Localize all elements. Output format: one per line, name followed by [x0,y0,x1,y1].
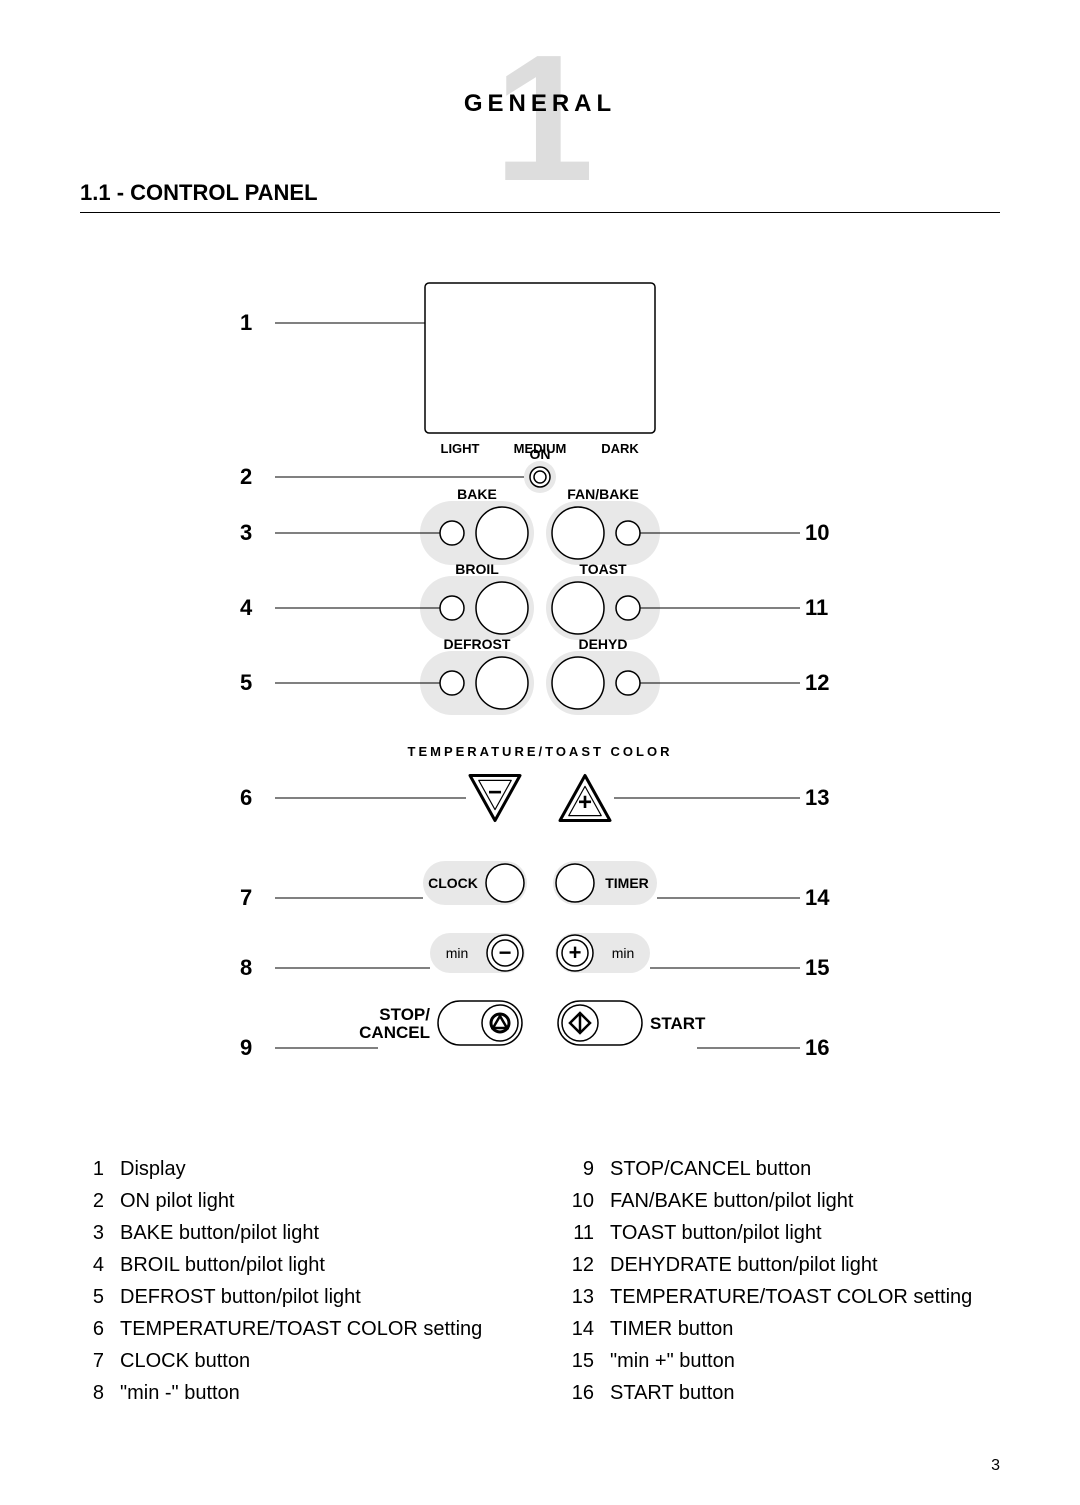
svg-text:+: + [578,789,592,816]
svg-text:3: 3 [240,520,252,545]
legend-number: 8 [80,1377,104,1409]
svg-text:STOP/: STOP/ [379,1005,430,1024]
svg-text:2: 2 [240,464,252,489]
svg-text:+: + [569,940,582,965]
legend-text: TEMPERATURE/TOAST COLOR setting [610,1281,972,1313]
svg-text:9: 9 [240,1035,252,1060]
legend-row: 5 DEFROST button/pilot light [80,1281,510,1313]
legend-number: 7 [80,1345,104,1377]
svg-text:CLOCK: CLOCK [428,875,478,891]
svg-text:ON: ON [530,446,551,462]
legend-text: ON pilot light [120,1185,235,1217]
legend-number: 1 [80,1153,104,1185]
svg-text:LIGHT: LIGHT [441,441,480,456]
legend-text: BROIL button/pilot light [120,1249,325,1281]
svg-text:15: 15 [805,955,829,980]
page-number: 3 [991,1457,1000,1475]
legend-column-right: 9 STOP/CANCEL button 10 FAN/BAKE button/pil… [570,1153,1000,1409]
legend-text: DEFROST button/pilot light [120,1281,361,1313]
legend-row: 16 START button [570,1377,1000,1409]
legend-text: "min +" button [610,1345,735,1377]
legend-text: START button [610,1377,735,1409]
display-screen [425,283,655,433]
legend-number: 3 [80,1217,104,1249]
chapter-number-bg: 1 [494,15,586,222]
legend-row: 1 Display [80,1153,510,1185]
legend-number: 10 [570,1185,594,1217]
svg-text:10: 10 [805,520,829,545]
svg-text:DARK: DARK [601,441,639,456]
svg-text:min: min [446,945,469,961]
legend-row: 11 TOAST button/pilot light [570,1217,1000,1249]
legend-text: CLOCK button [120,1345,250,1377]
svg-text:CANCEL: CANCEL [359,1023,430,1042]
svg-text:4: 4 [240,595,253,620]
legend-text: "min -" button [120,1377,240,1409]
svg-text:min: min [612,945,635,961]
svg-text:TIMER: TIMER [605,875,649,891]
legend-text: DEHYDRATE button/pilot light [610,1249,878,1281]
svg-text:7: 7 [240,885,252,910]
legend-row: 14 TIMER button [570,1313,1000,1345]
svg-text:1: 1 [240,310,252,335]
legend-text: TEMPERATURE/TOAST COLOR setting [120,1313,482,1345]
legend-number: 2 [80,1185,104,1217]
legend-row: 3 BAKE button/pilot light [80,1217,510,1249]
legend-text: TOAST button/pilot light [610,1217,822,1249]
svg-text:14: 14 [805,885,830,910]
legend-number: 14 [570,1313,594,1345]
legend: 1 Display 2 ON pilot light 3 BAKE button/pilo… [80,1153,1000,1409]
legend-row: 6 TEMPERATURE/TOAST COLOR setting [80,1313,510,1345]
svg-text:TEMPERATURE/TOAST COLOR: TEMPERATURE/TOAST COLOR [408,744,673,759]
page-header: 1 GENERAL [80,50,1000,170]
svg-text:−: − [499,940,512,965]
svg-text:8: 8 [240,955,252,980]
legend-row: 2 ON pilot light [80,1185,510,1217]
svg-text:12: 12 [805,670,829,695]
legend-text: TIMER button [610,1313,733,1345]
svg-text:BROIL: BROIL [455,561,499,577]
legend-number: 6 [80,1313,104,1345]
legend-column-left: 1 Display 2 ON pilot light 3 BAKE button/pilo… [80,1153,510,1409]
legend-text: STOP/CANCEL button [610,1153,811,1185]
legend-row: 10 FAN/BAKE button/pilot light [570,1185,1000,1217]
legend-number: 13 [570,1281,594,1313]
svg-text:FAN/BAKE: FAN/BAKE [567,486,639,502]
svg-text:−: − [488,779,502,806]
svg-text:TOAST: TOAST [579,561,627,577]
control-panel-diagram: 1LIGHTMEDIUMDARKON2BAKEFAN/BAKE310BROILT… [220,243,860,1093]
svg-text:DEHYD: DEHYD [578,636,627,652]
legend-number: 12 [570,1249,594,1281]
legend-text: BAKE button/pilot light [120,1217,319,1249]
svg-text:BAKE: BAKE [457,486,497,502]
chapter-title: GENERAL [464,90,616,118]
legend-text: Display [120,1153,186,1185]
legend-row: 15 "min +" button [570,1345,1000,1377]
legend-number: 15 [570,1345,594,1377]
legend-row: 8 "min -" button [80,1377,510,1409]
svg-text:5: 5 [240,670,252,695]
svg-text:11: 11 [805,595,828,620]
svg-text:13: 13 [805,785,829,810]
legend-number: 16 [570,1377,594,1409]
legend-row: 9 STOP/CANCEL button [570,1153,1000,1185]
legend-row: 4 BROIL button/pilot light [80,1249,510,1281]
svg-text:6: 6 [240,785,252,810]
legend-number: 11 [570,1217,594,1249]
svg-text:START: START [650,1014,706,1033]
legend-number: 9 [570,1153,594,1185]
legend-number: 5 [80,1281,104,1313]
legend-text: FAN/BAKE button/pilot light [610,1185,853,1217]
svg-text:DEFROST: DEFROST [444,636,511,652]
svg-text:16: 16 [805,1035,829,1060]
legend-row: 13 TEMPERATURE/TOAST COLOR setting [570,1281,1000,1313]
legend-row: 12 DEHYDRATE button/pilot light [570,1249,1000,1281]
legend-row: 7 CLOCK button [80,1345,510,1377]
legend-number: 4 [80,1249,104,1281]
